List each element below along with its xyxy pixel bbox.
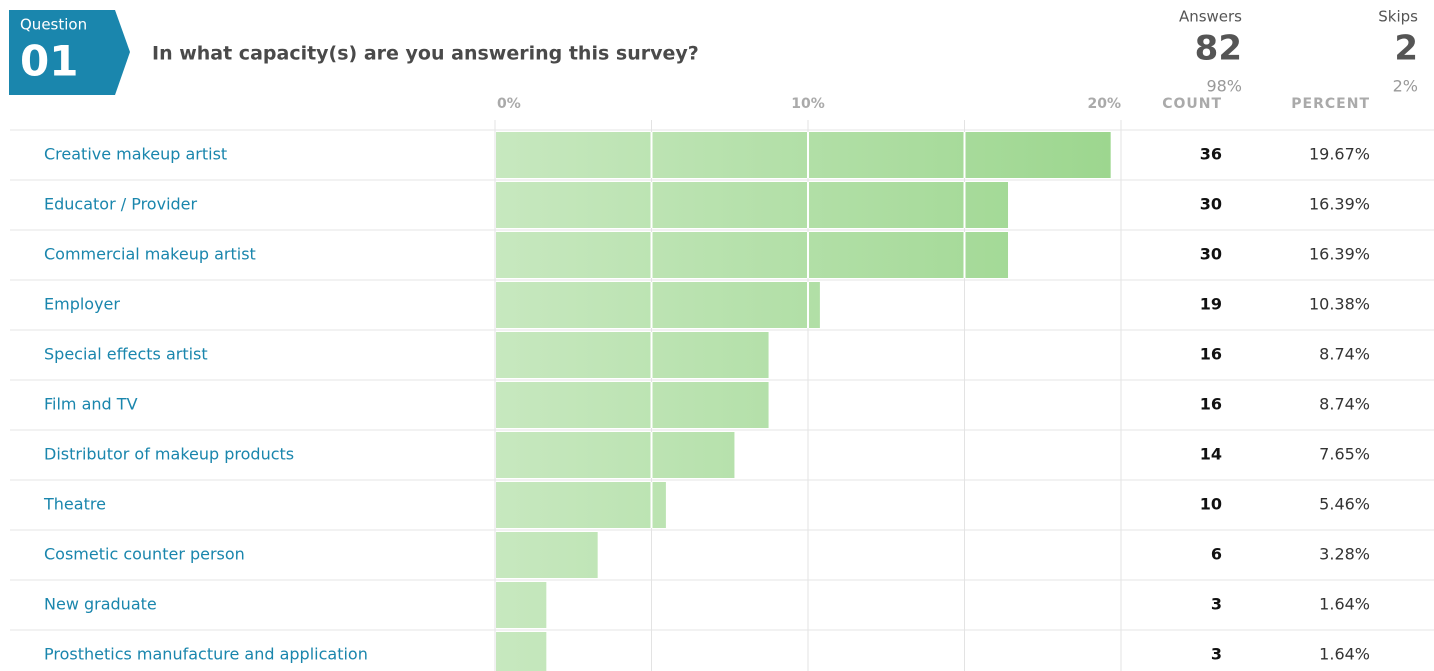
count-header: COUNT: [1162, 96, 1222, 112]
category-label: Commercial makeup artist: [44, 245, 256, 264]
percent-label: 8.74%: [1319, 395, 1370, 414]
category-label: Film and TV: [44, 395, 138, 414]
question-badge: [9, 10, 130, 95]
percent-header: PERCENT: [1291, 96, 1370, 112]
answers-count: 82: [1195, 29, 1242, 69]
bar: [496, 332, 769, 378]
count: 30: [1200, 245, 1222, 264]
count: 30: [1200, 195, 1222, 214]
count: 16: [1200, 395, 1222, 414]
count: 19: [1200, 295, 1222, 314]
bar: [496, 132, 1111, 178]
count: 3: [1211, 595, 1222, 614]
percent-label: 1.64%: [1319, 645, 1370, 664]
percent-label: 5.46%: [1319, 495, 1370, 514]
bar: [496, 532, 598, 578]
category-label: Educator / Provider: [44, 195, 198, 214]
x-tick-label: 10%: [791, 96, 825, 112]
count: 14: [1200, 445, 1222, 464]
count: 36: [1200, 145, 1222, 164]
percent-label: 16.39%: [1309, 245, 1370, 264]
skips-label: Skips: [1378, 8, 1418, 26]
bar: [496, 182, 1009, 228]
percent-label: 10.38%: [1309, 295, 1370, 314]
bar: [496, 582, 547, 628]
skips-count: 2: [1394, 29, 1418, 69]
percent-label: 8.74%: [1319, 345, 1370, 364]
count: 3: [1211, 645, 1222, 664]
category-label: Special effects artist: [44, 345, 208, 364]
bar: [496, 382, 769, 428]
category-label: Employer: [44, 295, 120, 314]
skips-percent: 2%: [1393, 77, 1418, 96]
bar: [496, 232, 1009, 278]
category-label: Prosthetics manufacture and application: [44, 645, 368, 664]
category-label: New graduate: [44, 595, 157, 614]
category-label: Cosmetic counter person: [44, 545, 245, 564]
percent-label: 3.28%: [1319, 545, 1370, 564]
x-tick-label: 20%: [1087, 96, 1121, 112]
category-label: Creative makeup artist: [44, 145, 227, 164]
percent-label: 7.65%: [1319, 445, 1370, 464]
answers-percent: 98%: [1206, 77, 1242, 96]
x-tick-label: 0%: [497, 96, 521, 112]
bar: [496, 482, 666, 528]
bar: [496, 432, 735, 478]
count: 10: [1200, 495, 1222, 514]
category-label: Distributor of makeup products: [44, 445, 294, 464]
answers-label: Answers: [1179, 8, 1242, 26]
question-text: In what capacity(s) are you answering th…: [152, 43, 699, 65]
bar: [496, 282, 820, 328]
percent-label: 16.39%: [1309, 195, 1370, 214]
category-label: Theatre: [43, 495, 106, 514]
count: 6: [1211, 545, 1222, 564]
count: 16: [1200, 345, 1222, 364]
percent-label: 19.67%: [1309, 145, 1370, 164]
bar: [496, 632, 547, 671]
percent-label: 1.64%: [1319, 595, 1370, 614]
question-number: 01: [20, 37, 78, 86]
badge-label: Question: [20, 16, 87, 34]
